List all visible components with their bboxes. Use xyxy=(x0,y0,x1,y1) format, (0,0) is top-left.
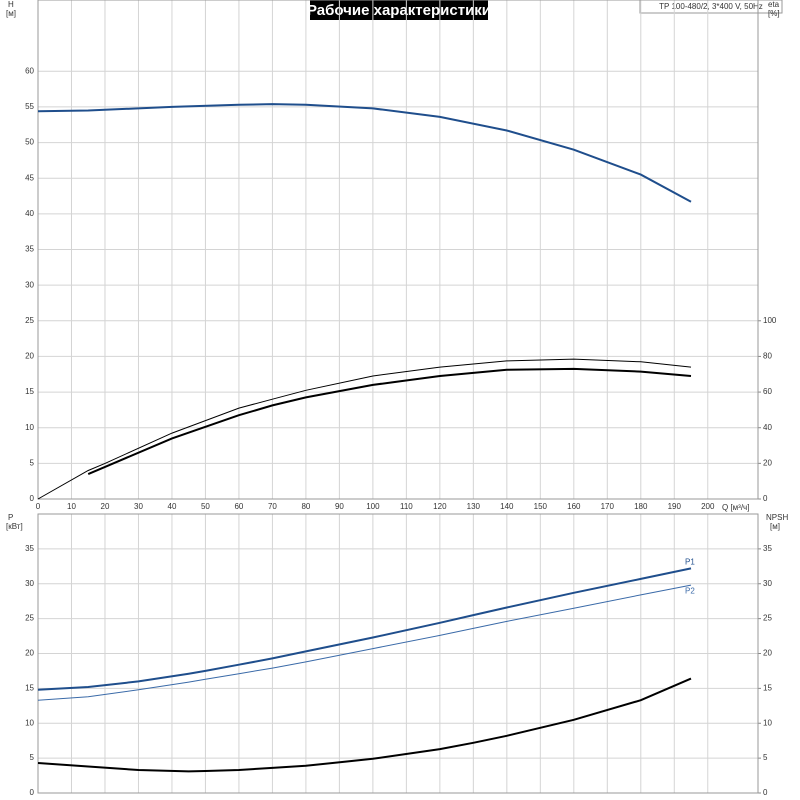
x-tick-label: 140 xyxy=(500,502,514,511)
y2-tick-label: 60 xyxy=(763,387,772,396)
annotation: TP 100-480/2, 3*400 V, 50Hz xyxy=(659,2,763,11)
y-tick-label: 25 xyxy=(25,316,34,325)
x-tick-label: 110 xyxy=(400,502,413,511)
y-axis-unit: [кВт] xyxy=(6,522,23,531)
x-tick-label: 10 xyxy=(67,502,76,511)
y2-tick-label: 30 xyxy=(763,579,772,588)
y-tick-label: 30 xyxy=(25,579,34,588)
y-tick-label: 10 xyxy=(25,718,34,727)
chart-title: Рабочие характеристики xyxy=(307,2,491,19)
annotation-box xyxy=(639,0,783,14)
y2-tick-label: 20 xyxy=(763,649,772,658)
x-tick-label: 30 xyxy=(134,502,143,511)
curve xyxy=(87,367,692,476)
y-tick-label: 25 xyxy=(25,614,34,623)
x-tick-label: 40 xyxy=(168,502,177,511)
plot-frame xyxy=(37,513,759,794)
plot-frame xyxy=(37,0,759,500)
x-tick-label: 180 xyxy=(634,502,648,511)
y2-tick-label: 25 xyxy=(763,614,772,623)
curve xyxy=(37,567,692,691)
y-tick-label: 0 xyxy=(30,494,35,503)
x-tick-label: 50 xyxy=(201,502,210,511)
y-tick-label: 5 xyxy=(30,458,35,467)
y2-tick-label: 15 xyxy=(763,683,772,692)
x-tick-label: 160 xyxy=(567,502,581,511)
x-tick-label: 20 xyxy=(101,502,110,511)
x-tick-label: 150 xyxy=(534,502,548,511)
y-axis-label: H xyxy=(8,0,14,9)
y-tick-label: 45 xyxy=(25,173,34,182)
series-label: P2 xyxy=(685,586,695,595)
y-tick-label: 5 xyxy=(30,753,35,762)
x-tick-label: 200 xyxy=(701,502,715,511)
y2-tick-label: 100 xyxy=(763,316,777,325)
x-tick-label: 70 xyxy=(268,502,277,511)
y2-axis-label: eta xyxy=(768,0,780,9)
y2-tick-label: 80 xyxy=(763,352,772,361)
x-tick-label: 80 xyxy=(301,502,310,511)
y2-tick-label: 10 xyxy=(763,718,772,727)
curve xyxy=(37,677,692,773)
y-tick-label: 15 xyxy=(25,683,34,692)
y-tick-label: 10 xyxy=(25,423,34,432)
x-tick-label: 60 xyxy=(234,502,243,511)
x-tick-label: 130 xyxy=(467,502,481,511)
x-tick-label: 170 xyxy=(601,502,615,511)
y-tick-label: 40 xyxy=(25,209,34,218)
x-axis-label: Q [м³/ч] xyxy=(722,503,749,512)
x-tick-label: 120 xyxy=(433,502,447,511)
x-tick-label: 190 xyxy=(668,502,682,511)
y2-tick-label: 20 xyxy=(763,458,772,467)
y2-tick-label: 40 xyxy=(763,423,772,432)
curve xyxy=(37,358,692,500)
y-tick-label: 0 xyxy=(30,788,35,797)
x-tick-label: 90 xyxy=(335,502,344,511)
y2-tick-label: 0 xyxy=(763,788,768,797)
y-tick-label: 20 xyxy=(25,352,34,361)
title-box xyxy=(310,0,488,20)
y-tick-label: 30 xyxy=(25,280,34,289)
y-axis-label: P xyxy=(8,513,13,522)
x-tick-label: 0 xyxy=(36,502,41,511)
curve xyxy=(37,103,692,203)
y2-tick-label: 35 xyxy=(763,544,772,553)
y-tick-label: 35 xyxy=(25,245,34,254)
y-tick-label: 60 xyxy=(25,66,34,75)
series-label: P1 xyxy=(685,558,695,567)
y2-tick-label: 0 xyxy=(763,494,768,503)
y-tick-label: 50 xyxy=(25,138,34,147)
y-axis-unit: [м] xyxy=(6,9,16,18)
y2-axis-unit: [%] xyxy=(768,9,780,18)
y2-axis-unit: [м] xyxy=(770,522,780,531)
y-tick-label: 15 xyxy=(25,387,34,396)
y-tick-label: 55 xyxy=(25,102,34,111)
y-tick-label: 35 xyxy=(25,544,34,553)
y2-axis-label: NPSH xyxy=(766,513,788,522)
x-tick-label: 100 xyxy=(366,502,380,511)
y-tick-label: 20 xyxy=(25,649,34,658)
curve xyxy=(37,584,692,701)
y2-tick-label: 5 xyxy=(763,753,768,762)
